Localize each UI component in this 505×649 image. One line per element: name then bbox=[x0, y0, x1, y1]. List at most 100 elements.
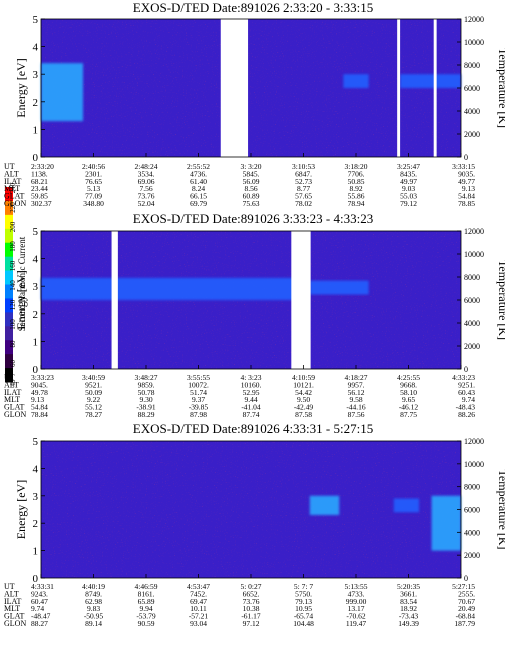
table-cell: 52.73 bbox=[295, 177, 312, 186]
table-cell: 69.06 bbox=[138, 177, 155, 186]
table-cell: 4733. bbox=[348, 589, 365, 598]
table-cell: -68.84 bbox=[456, 612, 476, 621]
table-row-label: ILAT bbox=[4, 388, 21, 397]
y-tick-label: 3 bbox=[33, 281, 39, 293]
table-cell: 5.13 bbox=[87, 184, 100, 193]
y2-axis-label: Temperature [K] bbox=[496, 48, 505, 128]
y2-tick-label: 12000 bbox=[464, 227, 484, 236]
table-cell: 10121. bbox=[293, 380, 314, 389]
colorbar-cell bbox=[5, 298, 13, 313]
table-cell: -70.62 bbox=[346, 612, 366, 621]
table-cell: 3:10:53 bbox=[292, 162, 315, 171]
table-cell: 2:40:56 bbox=[82, 162, 105, 171]
y2-tick-label: 2000 bbox=[464, 130, 480, 139]
table-cell: 9251. bbox=[458, 380, 475, 389]
table-cell: 73.76 bbox=[243, 597, 260, 606]
y2-tick-label: 10000 bbox=[464, 38, 484, 47]
table-row-label: GLAT bbox=[4, 403, 25, 412]
table-cell: 9.30 bbox=[139, 395, 152, 404]
table-row-label: ALT bbox=[4, 589, 19, 598]
table-cell: 8161. bbox=[138, 589, 155, 598]
data-gap bbox=[397, 19, 401, 157]
colorbar-cell bbox=[5, 284, 13, 299]
table-cell: 5: 0:27 bbox=[240, 582, 261, 591]
colorbar-tick-label: 120 bbox=[9, 299, 17, 310]
y2-axis-label: Temperature [K] bbox=[496, 260, 505, 340]
table-cell: 93.04 bbox=[190, 619, 207, 628]
table-cell: 60.43 bbox=[458, 388, 475, 397]
table-cell: 7706. bbox=[348, 169, 365, 178]
y-tick-label: 2 bbox=[33, 309, 39, 321]
colorbar-tick-label: 60 bbox=[9, 360, 17, 368]
data-gap bbox=[433, 19, 437, 157]
table-cell: 97.12 bbox=[243, 619, 260, 628]
table-cell: 58.10 bbox=[400, 388, 417, 397]
table-cell: 55.03 bbox=[400, 192, 417, 201]
y2-tick-label: 6000 bbox=[464, 296, 480, 305]
table-cell: 2:48:24 bbox=[135, 162, 158, 171]
y-tick-label: 2 bbox=[33, 518, 39, 530]
heatmap-feature bbox=[309, 495, 340, 515]
colorbar-tick-label: 200 bbox=[9, 221, 17, 232]
table-cell: 79.12 bbox=[400, 199, 417, 208]
table-cell: 5750. bbox=[295, 589, 312, 598]
panel-2: EXOS-D/TED Date:891026 3:33:23 - 4:33:23… bbox=[4, 211, 505, 419]
table-cell: 10.11 bbox=[190, 604, 207, 613]
table-cell: 54.84 bbox=[458, 192, 475, 201]
heatmap-noise bbox=[41, 19, 461, 157]
table-cell: 78.85 bbox=[458, 199, 475, 208]
table-cell: 87.58 bbox=[295, 410, 312, 419]
panel-3: EXOS-D/TED Date:891026 4:33:31 - 5:27:15… bbox=[4, 421, 505, 628]
colorbar-cell bbox=[5, 354, 13, 369]
table-cell: 90.59 bbox=[138, 619, 155, 628]
colorbar-cell bbox=[5, 340, 13, 355]
y-tick-label: 4 bbox=[33, 463, 39, 475]
y2-axis-label: Temperature [K] bbox=[496, 469, 505, 549]
table-cell: 69.47 bbox=[190, 597, 207, 606]
table-row-label: GLAT bbox=[4, 612, 25, 621]
colorbar-tick-label: 140 bbox=[9, 280, 17, 291]
data-gap bbox=[220, 19, 249, 157]
table-cell: 3:33:15 bbox=[452, 162, 475, 171]
y-tick-label: 1 bbox=[33, 124, 39, 136]
table-cell: -41.04 bbox=[241, 403, 261, 412]
table-cell: 49.97 bbox=[400, 177, 417, 186]
table-cell: 10.38 bbox=[243, 604, 260, 613]
table-cell: 9859. bbox=[138, 380, 155, 389]
table-cell: 8435. bbox=[400, 169, 417, 178]
table-cell: 9957. bbox=[348, 380, 365, 389]
table-cell: 9045. bbox=[31, 380, 48, 389]
table-cell: 87.74 bbox=[243, 410, 260, 419]
table-cell: 9.13 bbox=[31, 395, 44, 404]
table-cell: 60.47 bbox=[31, 597, 48, 606]
table-cell: -42.49 bbox=[294, 403, 314, 412]
colorbar-tick-label: 180 bbox=[9, 241, 17, 252]
y-tick-label: 0 bbox=[33, 573, 39, 585]
table-cell: 9.83 bbox=[87, 604, 100, 613]
table-cell: 54.84 bbox=[31, 403, 48, 412]
y-tick-label: 5 bbox=[33, 226, 39, 238]
table-cell: 55.86 bbox=[348, 192, 365, 201]
table-cell: 4:46:59 bbox=[135, 582, 158, 591]
table-cell: 59.85 bbox=[31, 192, 48, 201]
colorbar: 240 220 200 180 160 140 120 100 80 60 40 Second Ha… bbox=[5, 182, 27, 387]
table-cell: 61.40 bbox=[190, 177, 207, 186]
table-cell: 9.74 bbox=[462, 395, 475, 404]
colorbar-cell bbox=[5, 312, 13, 327]
table-cell: 89.14 bbox=[85, 619, 102, 628]
table-cell: 302.37 bbox=[31, 199, 52, 208]
table-cell: 10.95 bbox=[295, 604, 312, 613]
table-cell: 23.44 bbox=[31, 184, 48, 193]
table-row-label: ALT bbox=[4, 169, 19, 178]
table-cell: 78.84 bbox=[31, 410, 48, 419]
heatmap-feature bbox=[343, 74, 369, 88]
heatmap-feature bbox=[41, 63, 83, 122]
table-row-label: ALT bbox=[4, 380, 19, 389]
table-cell: 999.00 bbox=[346, 597, 367, 606]
table-cell: 9.03 bbox=[402, 184, 415, 193]
table-cell: 3661. bbox=[400, 589, 417, 598]
table-cell: 8.77 bbox=[297, 184, 310, 193]
table-cell: 9.37 bbox=[192, 395, 205, 404]
table-row-label: GLON bbox=[4, 619, 26, 628]
